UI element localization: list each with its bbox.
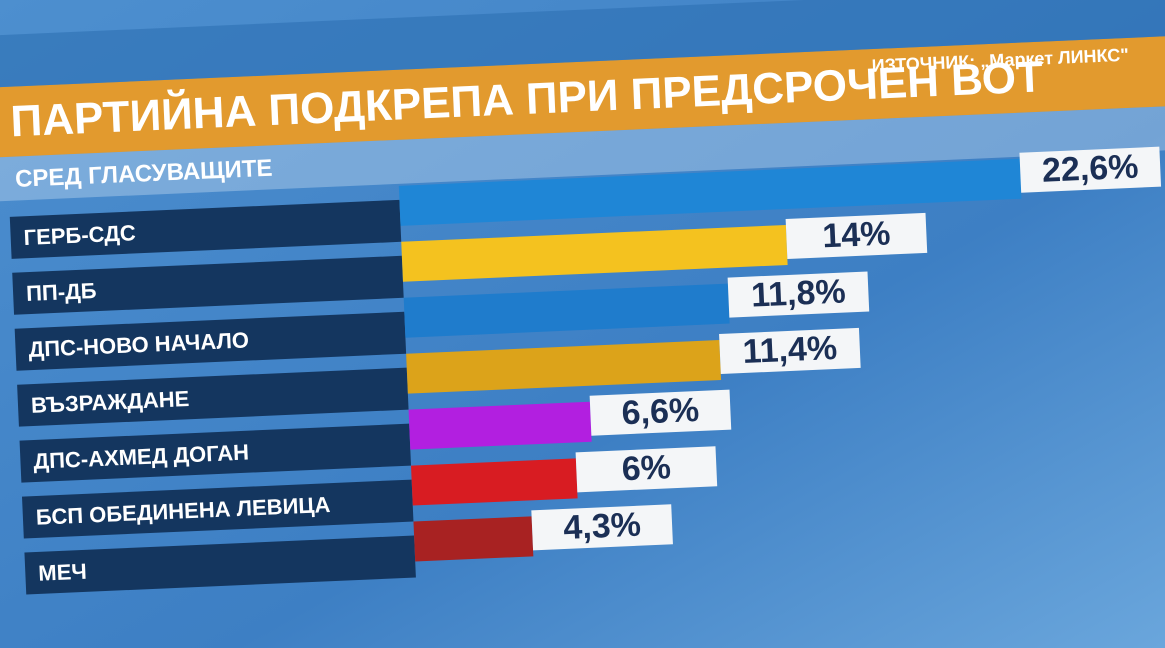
category-box — [14, 311, 407, 371]
value-label-box — [719, 327, 861, 374]
category-box — [21, 479, 414, 539]
value-label: 6% — [621, 448, 672, 488]
graphic: ПАРТИЙНА ПОДКРЕПА ПРИ ПРЕДСРОЧЕН ВОТ ИЗТ… — [0, 0, 1165, 595]
category-label: МЕЧ — [38, 559, 88, 586]
value-label: 6,6% — [621, 391, 700, 432]
category-box — [19, 423, 412, 483]
category-label: ГЕРБ-СДС — [23, 220, 136, 250]
value-label: 11,4% — [742, 329, 838, 371]
value-label-box — [727, 271, 870, 318]
bar — [401, 225, 788, 282]
value-label-box — [575, 446, 718, 493]
bar — [411, 458, 578, 506]
bar — [403, 283, 730, 338]
bar — [413, 516, 534, 562]
value-label: 22,6% — [1041, 148, 1139, 190]
value-label-box — [531, 504, 673, 551]
value-label: 11,8% — [750, 272, 846, 314]
bar — [406, 340, 722, 394]
value-label: 14% — [822, 214, 892, 255]
category-box — [12, 255, 404, 315]
category-box — [24, 535, 416, 595]
value-label-box — [1019, 146, 1162, 193]
bar — [408, 401, 592, 450]
value-label-box — [785, 212, 928, 259]
value-label: 4,3% — [563, 506, 642, 547]
category-box — [9, 199, 402, 259]
value-label-box — [589, 389, 732, 436]
top-band — [0, 0, 1165, 90]
bar — [398, 158, 1022, 226]
subtitle-band — [0, 104, 1165, 204]
title-band — [0, 34, 1165, 160]
category-label: ПП-ДБ — [26, 278, 98, 306]
category-box — [17, 367, 409, 427]
